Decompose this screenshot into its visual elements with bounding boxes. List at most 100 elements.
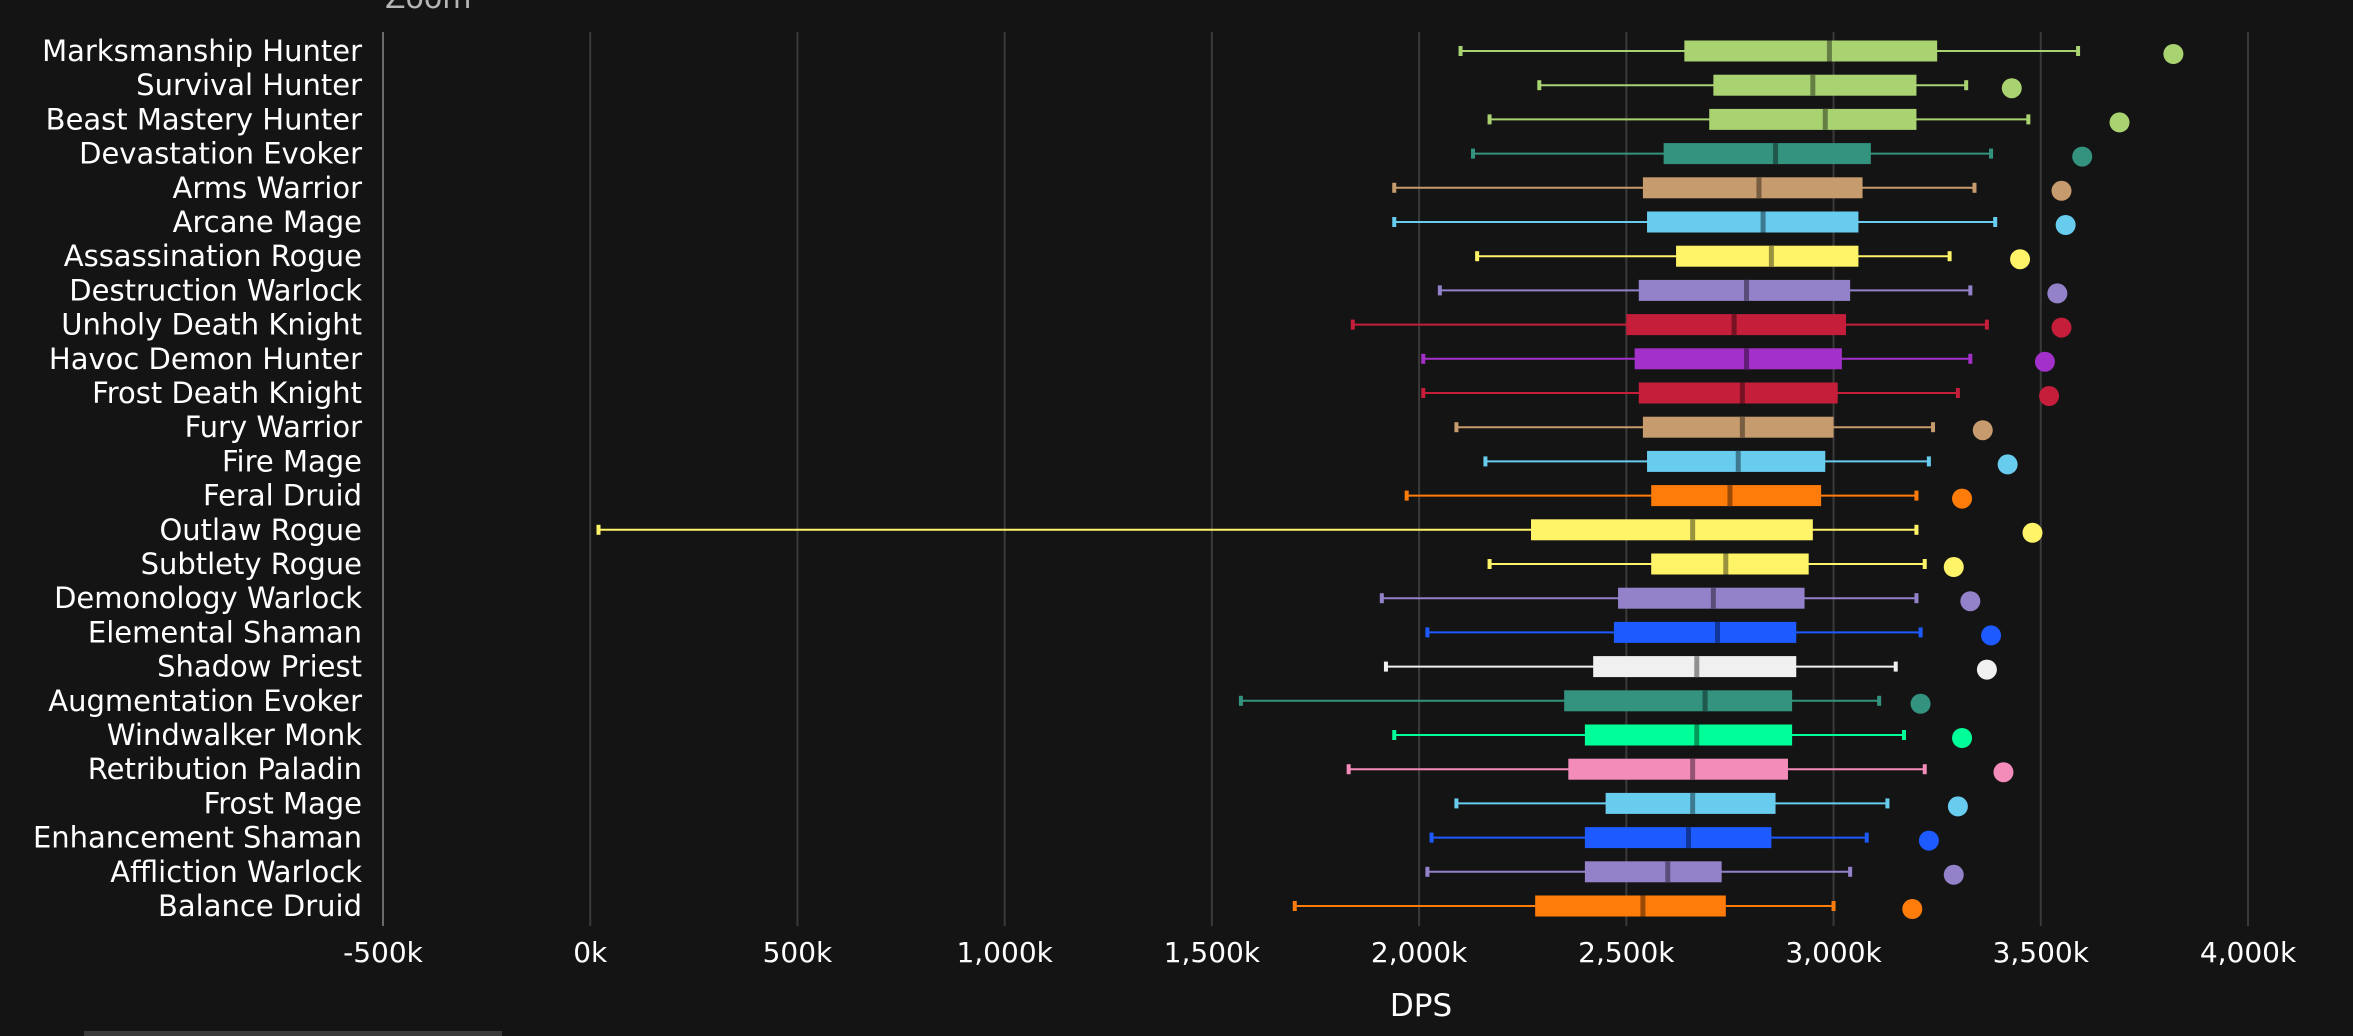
box-series (596, 40, 2184, 920)
iqr-box[interactable] (1584, 861, 1722, 883)
box-row[interactable] (1379, 587, 1981, 612)
outlier-point[interactable] (1976, 659, 1997, 680)
box-row[interactable] (1383, 656, 1997, 680)
outlier-point[interactable] (2001, 78, 2022, 99)
iqr-box[interactable] (1676, 245, 1859, 267)
box-row[interactable] (1292, 895, 1923, 920)
box-row[interactable] (1437, 279, 2068, 304)
box-row[interactable] (1483, 450, 2018, 475)
median-marker (1731, 314, 1737, 336)
iqr-box[interactable] (1684, 40, 1938, 62)
outlier-point[interactable] (2051, 317, 2072, 338)
x-tick-label: 1,000k (956, 936, 1053, 969)
whisker-cap-max (1972, 182, 1977, 193)
iqr-box[interactable] (1584, 827, 1772, 849)
category-label: Survival Hunter (136, 68, 362, 102)
box-row[interactable] (1350, 314, 2072, 338)
iqr-box[interactable] (1564, 690, 1793, 712)
box-row[interactable] (1470, 143, 2093, 167)
box-row[interactable] (1487, 108, 2130, 133)
box-row[interactable] (1404, 485, 1973, 509)
box-row[interactable] (1421, 382, 2060, 407)
median-marker (1702, 690, 1708, 712)
iqr-box[interactable] (1535, 895, 1726, 917)
category-label: Shadow Priest (157, 650, 362, 684)
outlier-point[interactable] (2109, 112, 2130, 133)
zoom-scrollbar[interactable] (84, 1031, 502, 1036)
grid-lines (589, 32, 2249, 926)
outlier-point[interactable] (1952, 728, 1973, 748)
outlier-point[interactable] (2055, 215, 2076, 235)
outlier-point[interactable] (2047, 283, 2068, 304)
outlier-point[interactable] (1952, 488, 1973, 509)
box-row[interactable] (1421, 348, 2055, 372)
box-row[interactable] (1392, 211, 2076, 236)
outlier-point[interactable] (1947, 796, 1968, 817)
whisker-cap-min (1392, 182, 1397, 193)
outlier-point[interactable] (1972, 420, 1993, 441)
outlier-point[interactable] (1997, 454, 2018, 475)
iqr-box[interactable] (1642, 416, 1834, 438)
box-row[interactable] (1537, 74, 2022, 99)
box-row[interactable] (1475, 245, 2031, 270)
outlier-point[interactable] (2072, 146, 2093, 167)
iqr-box[interactable] (1651, 553, 1809, 575)
box-row[interactable] (596, 519, 2043, 543)
box-row[interactable] (1392, 724, 1973, 749)
whisker-cap-min (1238, 695, 1243, 706)
box-row[interactable] (1458, 40, 2184, 65)
outlier-point[interactable] (2039, 386, 2060, 406)
outlier-point[interactable] (2051, 180, 2072, 201)
outlier-point[interactable] (2034, 351, 2055, 372)
box-row[interactable] (1425, 621, 2002, 646)
iqr-box[interactable] (1663, 143, 1871, 165)
outlier-point[interactable] (2163, 44, 2184, 64)
x-tick-label: 3,000k (1785, 936, 1882, 969)
box-row[interactable] (1238, 690, 1931, 714)
iqr-box[interactable] (1651, 485, 1822, 507)
iqr-box[interactable] (1642, 177, 1863, 199)
iqr-box[interactable] (1531, 519, 1813, 541)
whisker-cap-min (1383, 661, 1388, 672)
iqr-box[interactable] (1584, 724, 1793, 746)
whisker-cap-min (1487, 559, 1492, 569)
iqr-box[interactable] (1568, 758, 1788, 780)
box-row[interactable] (1392, 177, 2072, 201)
whisker-cap-max (1947, 251, 1952, 262)
outlier-point[interactable] (1943, 557, 1964, 577)
outlier-point[interactable] (1910, 693, 1931, 714)
whisker-cap-min (1475, 251, 1480, 262)
median-marker (1710, 587, 1716, 609)
box-row[interactable] (1429, 827, 1939, 851)
box-row[interactable] (1487, 553, 1964, 578)
iqr-box[interactable] (1647, 211, 1859, 233)
iqr-box[interactable] (1638, 382, 1838, 404)
whisker-cap-min (1454, 798, 1459, 809)
box-row[interactable] (1454, 416, 1993, 441)
iqr-box[interactable] (1613, 621, 1797, 643)
median-marker (1744, 279, 1750, 301)
outlier-point[interactable] (1943, 864, 1964, 885)
x-tick-label: 2,000k (1371, 936, 1468, 969)
outlier-point[interactable] (1981, 625, 2002, 646)
box-row[interactable] (1454, 792, 1968, 817)
category-label: Devastation Evoker (79, 137, 362, 171)
iqr-box[interactable] (1634, 348, 1842, 370)
x-tick-label: 0k (573, 936, 608, 969)
zoom-label[interactable]: Zoom (385, 0, 471, 16)
box-row[interactable] (1425, 861, 1964, 885)
category-label: Windwalker Monk (107, 718, 362, 752)
box-row[interactable] (1346, 758, 2014, 783)
outlier-point[interactable] (1960, 591, 1981, 612)
outlier-point[interactable] (1918, 830, 1939, 851)
median-marker (1723, 553, 1729, 575)
outlier-point[interactable] (1993, 762, 2014, 783)
whisker-cap-max (1968, 285, 1973, 296)
iqr-box[interactable] (1709, 108, 1917, 130)
whisker-cap-min (1454, 422, 1459, 433)
outlier-point[interactable] (2022, 522, 2043, 543)
whisker-cap-min (1537, 80, 1542, 91)
whisker-cap-max (1877, 695, 1882, 706)
outlier-point[interactable] (2010, 249, 2031, 270)
outlier-point[interactable] (1902, 899, 1923, 919)
